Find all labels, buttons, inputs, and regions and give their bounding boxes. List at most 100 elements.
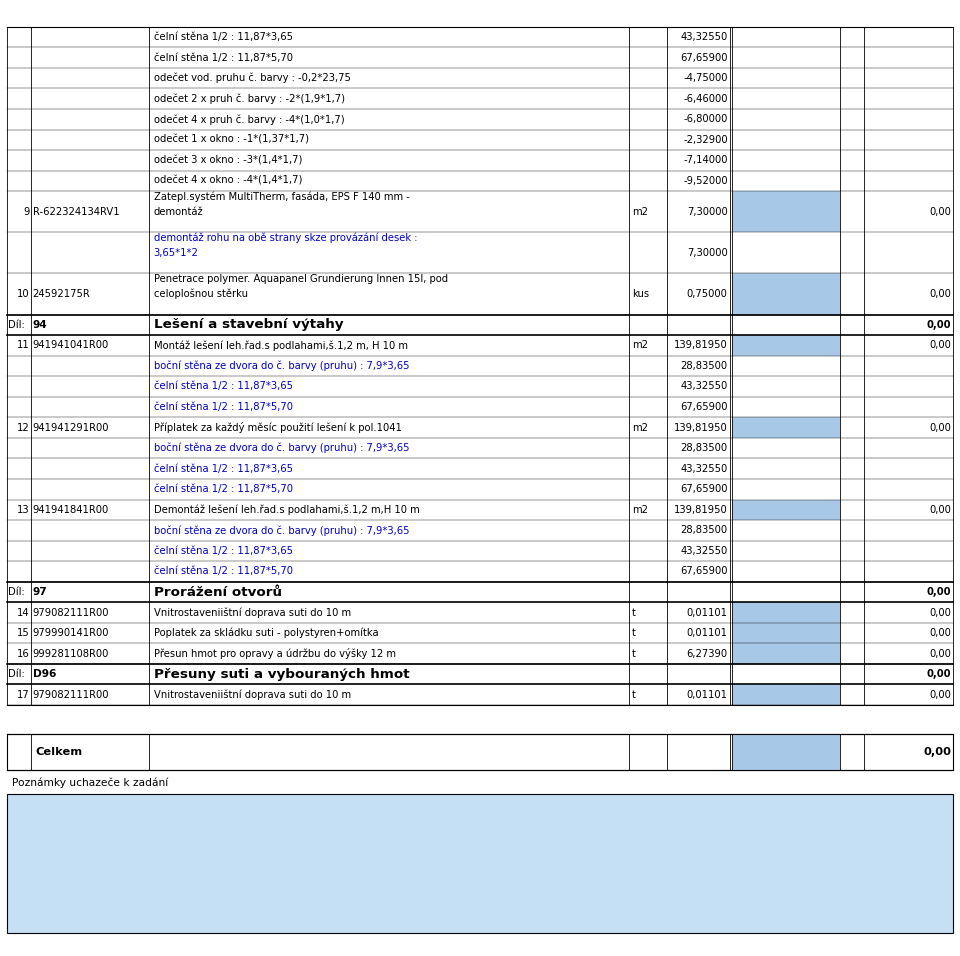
Bar [732, 643, 840, 663]
Text: 0,00: 0,00 [929, 340, 951, 350]
Text: Vnitrostaveniištní doprava suti do 10 m: Vnitrostaveniištní doprava suti do 10 m [154, 607, 350, 618]
Text: 0,00: 0,00 [929, 690, 951, 700]
Bar [7, 733, 953, 770]
Text: 67,65900: 67,65900 [681, 567, 728, 576]
Text: 979082111R00: 979082111R00 [33, 608, 109, 618]
Text: 0,00: 0,00 [926, 669, 951, 679]
Text: 979082111R00: 979082111R00 [33, 690, 109, 700]
Text: 0,01101: 0,01101 [686, 690, 728, 700]
Text: t: t [632, 649, 636, 659]
Text: boční stěna ze dvora do č. barvy (pruhu) : 7,9*3,65: boční stěna ze dvora do č. barvy (pruhu)… [154, 525, 409, 535]
Bar [732, 417, 840, 438]
Text: Celkem: Celkem [36, 747, 83, 757]
Text: 7,30000: 7,30000 [687, 206, 728, 217]
Bar [7, 793, 953, 932]
Text: 941941041R00: 941941041R00 [33, 340, 108, 350]
Text: -7,14000: -7,14000 [684, 156, 728, 165]
Text: demontáž: demontáž [154, 206, 204, 217]
Text: 0,00: 0,00 [929, 649, 951, 659]
Text: 0,00: 0,00 [929, 628, 951, 638]
Text: 97: 97 [33, 587, 47, 597]
Text: odečet 2 x pruh č. barvy : -2*(1,9*1,7): odečet 2 x pruh č. barvy : -2*(1,9*1,7) [154, 94, 345, 104]
Text: 3,65*1*2: 3,65*1*2 [154, 248, 199, 258]
Text: 6,27390: 6,27390 [686, 649, 728, 659]
Text: 12: 12 [17, 423, 30, 432]
Text: boční stěna ze dvora do č. barvy (pruhu) : 7,9*3,65: boční stěna ze dvora do č. barvy (pruhu)… [154, 443, 409, 453]
Text: čelní stěna 1/2 : 11,87*5,70: čelní stěna 1/2 : 11,87*5,70 [154, 567, 293, 576]
Text: t: t [632, 628, 636, 638]
Text: čelní stěna 1/2 : 11,87*5,70: čelní stěna 1/2 : 11,87*5,70 [154, 53, 293, 62]
Text: D96: D96 [33, 669, 56, 679]
Text: 43,32550: 43,32550 [681, 464, 728, 473]
Text: -6,80000: -6,80000 [684, 115, 728, 124]
Text: 941941291R00: 941941291R00 [33, 423, 109, 432]
Text: 43,32550: 43,32550 [681, 546, 728, 555]
Text: 0,75000: 0,75000 [686, 289, 728, 299]
Text: m2: m2 [632, 340, 648, 350]
Text: -2,32900: -2,32900 [684, 135, 728, 144]
Text: 139,81950: 139,81950 [674, 505, 728, 514]
Text: Montáž lešení leh.řad.s podlahami,š.1,2 m, H 10 m: Montáž lešení leh.řad.s podlahami,š.1,2 … [154, 340, 408, 351]
Text: 941941841R00: 941941841R00 [33, 505, 108, 514]
Bar [732, 273, 840, 315]
Text: 28,83500: 28,83500 [681, 361, 728, 371]
Text: Penetrace polymer. Aquapanel Grundierung Innen 15l, pod: Penetrace polymer. Aquapanel Grundierung… [154, 274, 447, 284]
Text: Poplatek za skládku suti - polystyren+omítka: Poplatek za skládku suti - polystyren+om… [154, 628, 378, 639]
Text: 999281108R00: 999281108R00 [33, 649, 109, 659]
Text: Vnitrostaveniištní doprava suti do 10 m: Vnitrostaveniištní doprava suti do 10 m [154, 689, 350, 700]
Text: 43,32550: 43,32550 [681, 381, 728, 391]
Text: Přesuny suti a vybouraných hmot: Přesuny suti a vybouraných hmot [154, 667, 409, 681]
Text: m2: m2 [632, 423, 648, 432]
Text: Díl:: Díl: [8, 669, 24, 679]
Text: 0,00: 0,00 [929, 289, 951, 299]
Text: Příplatek za každý měsíc použití lešení k pol.1041: Příplatek za každý měsíc použití lešení … [154, 422, 401, 433]
Text: 15: 15 [17, 628, 30, 638]
Text: 979990141R00: 979990141R00 [33, 628, 109, 638]
Text: odečet 4 x okno : -4*(1,4*1,7): odečet 4 x okno : -4*(1,4*1,7) [154, 176, 302, 185]
Bar [732, 499, 840, 520]
Text: 11: 11 [17, 340, 30, 350]
Text: 28,83500: 28,83500 [681, 444, 728, 453]
Text: Přesun hmot pro opravy a údržbu do výšky 12 m: Přesun hmot pro opravy a údržbu do výšky… [154, 648, 396, 660]
Text: 0,00: 0,00 [926, 587, 951, 597]
Text: 43,32550: 43,32550 [681, 33, 728, 42]
Text: 0,00: 0,00 [924, 747, 951, 757]
Bar [732, 191, 840, 232]
Text: čelní stěna 1/2 : 11,87*3,65: čelní stěna 1/2 : 11,87*3,65 [154, 381, 293, 391]
Bar [732, 602, 840, 622]
Text: 9: 9 [23, 206, 30, 217]
Text: 0,00: 0,00 [929, 206, 951, 217]
Text: Zatepl.systém MultiTherm, fasáda, EPS F 140 mm -: Zatepl.systém MultiTherm, fasáda, EPS F … [154, 192, 410, 203]
Text: 7,30000: 7,30000 [687, 248, 728, 258]
Text: 0,00: 0,00 [926, 320, 951, 330]
Text: -9,52000: -9,52000 [684, 176, 728, 185]
Text: -4,75000: -4,75000 [684, 74, 728, 83]
Text: demontáž rohu na obě strany skze provázání desek :: demontáž rohu na obě strany skze provázá… [154, 233, 417, 244]
Text: 0,00: 0,00 [929, 423, 951, 432]
Text: 13: 13 [17, 505, 30, 514]
Bar [732, 684, 840, 705]
Text: čelní stěna 1/2 : 11,87*5,70: čelní stěna 1/2 : 11,87*5,70 [154, 402, 293, 412]
Text: čelní stěna 1/2 : 11,87*3,65: čelní stěna 1/2 : 11,87*3,65 [154, 464, 293, 473]
Text: čelní stěna 1/2 : 11,87*5,70: čelní stěna 1/2 : 11,87*5,70 [154, 485, 293, 494]
Text: t: t [632, 608, 636, 618]
Text: kus: kus [632, 289, 649, 299]
Text: 0,00: 0,00 [929, 505, 951, 514]
Text: Prorážení otvorů: Prorážení otvorů [154, 585, 281, 598]
Text: odečet vod. pruhu č. barvy : -0,2*23,75: odečet vod. pruhu č. barvy : -0,2*23,75 [154, 73, 350, 83]
Text: Lešení a stavební výtahy: Lešení a stavební výtahy [154, 318, 343, 332]
Text: R-622324134RV1: R-622324134RV1 [33, 206, 119, 217]
Text: 94: 94 [33, 320, 47, 330]
Text: čelní stěna 1/2 : 11,87*3,65: čelní stěna 1/2 : 11,87*3,65 [154, 33, 293, 42]
Bar [732, 622, 840, 643]
Text: m2: m2 [632, 206, 648, 217]
Text: 0,01101: 0,01101 [686, 628, 728, 638]
Text: 0,00: 0,00 [929, 608, 951, 618]
Text: Demontáž lešení leh.řad.s podlahami,š.1,2 m,H 10 m: Demontáž lešení leh.řad.s podlahami,š.1,… [154, 505, 420, 515]
Text: Poznámky uchazeče k zadání: Poznámky uchazeče k zadání [12, 777, 168, 788]
Text: 14: 14 [17, 608, 30, 618]
Text: 0,01101: 0,01101 [686, 608, 728, 618]
Text: Díl:: Díl: [8, 320, 24, 330]
Text: 16: 16 [17, 649, 30, 659]
Text: celoplošnou stěrku: celoplošnou stěrku [154, 289, 248, 299]
